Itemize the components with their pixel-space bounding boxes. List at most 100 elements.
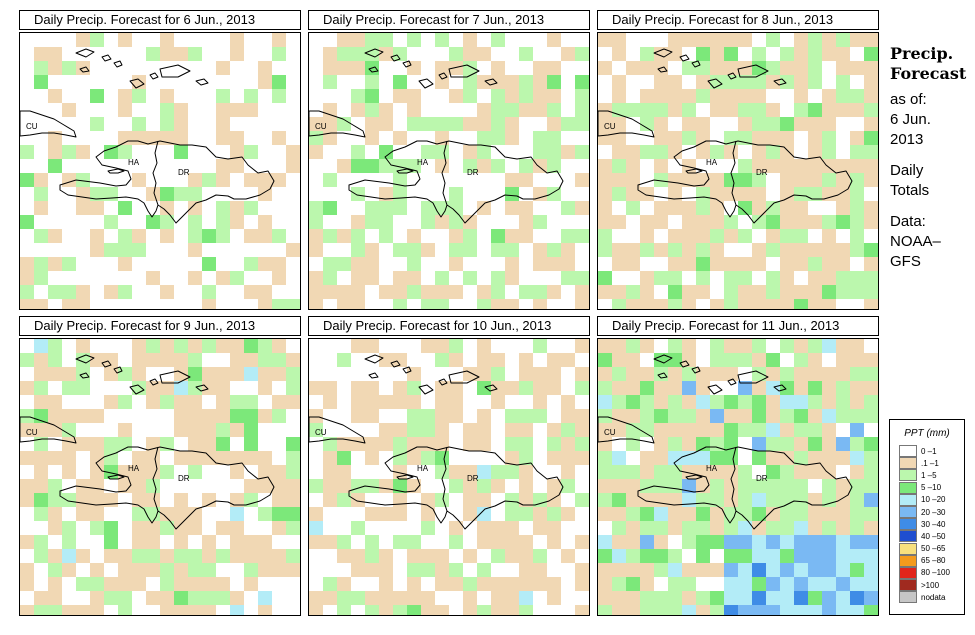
precip-cell <box>822 257 836 271</box>
precip-cell <box>710 535 724 549</box>
precip-cell <box>202 437 216 451</box>
place-label-dominican-republic: DR <box>467 474 479 483</box>
precip-cell <box>766 507 780 521</box>
precip-cell <box>309 507 323 521</box>
precip-cell <box>491 89 505 103</box>
precip-cell <box>738 563 752 577</box>
precip-cell <box>575 367 589 381</box>
precip-cell <box>561 271 575 285</box>
precip-cell <box>575 381 589 395</box>
precip-cell <box>533 103 547 117</box>
precip-cell <box>822 215 836 229</box>
precip-cell <box>696 271 710 285</box>
precip-cell <box>216 339 230 353</box>
precip-cell <box>864 563 878 577</box>
precip-cell <box>626 339 640 353</box>
precip-cell <box>766 33 780 47</box>
precip-cell <box>752 409 766 423</box>
precip-cell <box>808 395 822 409</box>
precip-cell <box>202 591 216 605</box>
precip-cell <box>850 549 864 563</box>
precip-cell <box>682 451 696 465</box>
precip-cell <box>463 271 477 285</box>
precip-cell <box>668 479 682 493</box>
precip-cell <box>780 521 794 535</box>
precip-cell <box>612 423 626 437</box>
asof-date-1: 6 Jun. <box>890 111 931 128</box>
precip-cell <box>640 591 654 605</box>
precip-cell <box>640 215 654 229</box>
legend-swatch <box>899 542 917 555</box>
precip-cell <box>547 117 561 131</box>
precip-cell <box>407 243 421 257</box>
precip-cell <box>230 131 244 145</box>
precip-cell <box>323 395 337 409</box>
precip-cell <box>696 117 710 131</box>
precip-cell <box>272 353 286 367</box>
precip-cell <box>118 577 132 591</box>
precip-cell <box>244 577 258 591</box>
precip-cell <box>435 451 449 465</box>
precip-cell <box>738 423 752 437</box>
precip-cell <box>710 353 724 367</box>
precip-cell <box>407 367 421 381</box>
precip-cell <box>766 229 780 243</box>
precip-cell <box>337 353 351 367</box>
precip-cell <box>752 535 766 549</box>
precip-cell <box>808 605 822 615</box>
precip-cell <box>393 591 407 605</box>
precip-cell <box>547 437 561 451</box>
precip-cell <box>612 451 626 465</box>
precip-cell <box>286 521 300 535</box>
precip-cell <box>351 187 365 201</box>
precip-cell <box>20 285 34 299</box>
precip-cell <box>519 605 533 615</box>
precip-cell <box>435 159 449 173</box>
precip-cell <box>505 257 519 271</box>
precip-cell <box>822 367 836 381</box>
precip-cell <box>309 131 323 145</box>
precip-cell <box>836 47 850 61</box>
precip-cell <box>323 535 337 549</box>
precip-cell <box>435 353 449 367</box>
small-island <box>448 370 480 384</box>
precip-cell <box>491 591 505 605</box>
precip-cell <box>160 353 174 367</box>
precip-cell <box>598 201 612 215</box>
precip-cell <box>365 47 379 61</box>
precip-cell <box>491 61 505 75</box>
precip-cell <box>794 605 808 615</box>
precip-cell <box>188 381 202 395</box>
precip-cell <box>216 89 230 103</box>
precip-cell <box>794 423 808 437</box>
gonave-island <box>685 474 703 480</box>
precip-cell <box>598 173 612 187</box>
precip-cell <box>309 409 323 423</box>
precip-cell <box>710 201 724 215</box>
precip-cell <box>351 437 365 451</box>
precip-cell <box>766 201 780 215</box>
precip-cell <box>724 535 738 549</box>
precip-cell <box>780 285 794 299</box>
legend-item: 10 –20 <box>890 493 964 506</box>
precip-cell <box>160 605 174 615</box>
precip-cell <box>323 257 337 271</box>
precip-cell <box>76 381 90 395</box>
precip-cell <box>202 257 216 271</box>
precip-cell <box>626 285 640 299</box>
precip-cell <box>640 507 654 521</box>
precip-cell <box>561 395 575 409</box>
small-island <box>727 378 737 386</box>
precip-cell <box>808 367 822 381</box>
precip-cell <box>612 173 626 187</box>
precip-cell <box>34 507 48 521</box>
precip-cell <box>216 61 230 75</box>
precip-cell <box>393 47 407 61</box>
precip-cell <box>337 61 351 75</box>
precip-map: CU HA DR <box>19 32 301 310</box>
legend-item: 0 –1 <box>890 445 964 458</box>
precip-cell <box>752 145 766 159</box>
precip-cell <box>836 591 850 605</box>
precip-cell <box>808 33 822 47</box>
precip-cell <box>682 173 696 187</box>
